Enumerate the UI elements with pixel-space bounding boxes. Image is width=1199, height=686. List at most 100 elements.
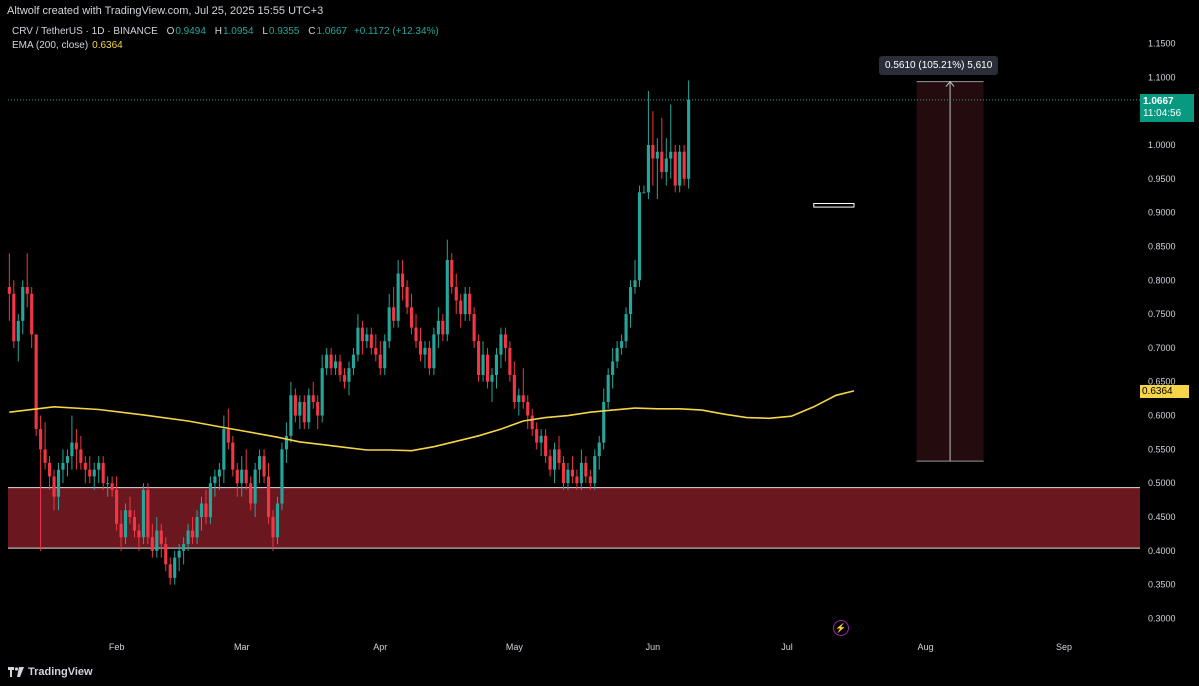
candle-body <box>65 456 70 463</box>
candle-body <box>602 402 606 443</box>
candle-body <box>535 429 539 443</box>
candle-body <box>579 462 583 484</box>
candle-body <box>177 550 181 558</box>
candle-body <box>499 334 503 355</box>
candle-body <box>387 307 391 342</box>
x-tick-label: Jul <box>781 642 793 652</box>
lightning-icon[interactable]: ⚡ <box>833 620 849 636</box>
candle-body <box>253 469 257 504</box>
candle-body <box>7 287 11 294</box>
candle-body <box>360 327 364 342</box>
candle-body <box>155 530 159 551</box>
candle-body <box>52 476 56 497</box>
candle-body <box>423 347 427 355</box>
ema-label: EMA (200, close) <box>12 40 89 51</box>
brand-footer[interactable]: TradingView <box>8 666 93 678</box>
candle-body <box>664 158 668 173</box>
y-tick-label: 1.0000 <box>1148 140 1176 150</box>
y-tick-label: 1.1500 <box>1148 39 1176 49</box>
candle-body <box>409 307 414 328</box>
candle-body <box>463 293 467 315</box>
candle-body <box>597 442 601 457</box>
x-tick-label: Jun <box>646 642 661 652</box>
candle-body <box>526 402 530 416</box>
candle-body <box>611 361 615 375</box>
candle-body <box>79 449 83 463</box>
candle-body <box>262 456 266 477</box>
candle-body <box>383 341 387 369</box>
candle-body <box>454 287 458 301</box>
y-tick-label: 0.3000 <box>1148 613 1176 623</box>
candle-body <box>235 469 239 484</box>
candle-body <box>30 293 34 335</box>
ema-legend[interactable]: EMA (200, close) 0.6364 <box>12 40 123 51</box>
candle-body <box>132 517 137 531</box>
measure-label: 0.5610 (105.21%) 5,610 <box>879 56 999 75</box>
candle-body <box>137 530 141 538</box>
symbol-name[interactable]: CRV / TetherUS · 1D · BINANCE <box>12 26 158 37</box>
close-value: 1.0667 <box>316 26 348 37</box>
candle-body <box>298 402 302 416</box>
y-tick-label: 0.7500 <box>1148 309 1176 319</box>
candle-body <box>325 354 329 369</box>
candle-body <box>284 435 288 450</box>
candle-body <box>289 395 293 436</box>
candle-body <box>164 544 168 565</box>
candle-body <box>620 341 624 348</box>
candle-body <box>356 327 360 355</box>
candle-body <box>392 307 396 321</box>
y-tick-label: 0.7000 <box>1148 343 1176 353</box>
candle-body <box>445 259 449 335</box>
candle-body <box>374 347 378 355</box>
candle-body <box>396 273 400 321</box>
candle-body <box>548 456 552 470</box>
candle-body <box>168 564 172 578</box>
candle-body <box>199 503 204 518</box>
candle-body <box>329 354 333 369</box>
x-tick-label: Apr <box>373 642 387 652</box>
candle-body <box>682 151 686 179</box>
candle-body <box>347 368 351 382</box>
y-tick-label: 0.4000 <box>1148 546 1176 556</box>
support-zone <box>8 487 1140 549</box>
ema-price-badge: 0.6364 <box>1140 385 1189 398</box>
low-value: 0.9355 <box>268 26 300 37</box>
x-tick-label: Mar <box>234 642 250 652</box>
candle-body <box>159 530 163 545</box>
candle-body <box>673 151 677 186</box>
candle-body <box>244 469 248 484</box>
candle-body <box>12 293 16 342</box>
x-tick-label: Aug <box>917 642 933 652</box>
candle-body <box>186 530 190 545</box>
candle-body <box>570 469 574 477</box>
ema-200-line <box>9 390 855 452</box>
candle-body <box>633 280 637 288</box>
candle-body <box>637 192 642 281</box>
candle-body <box>477 341 481 375</box>
candle-body <box>231 442 235 470</box>
candle-body <box>222 429 226 470</box>
candle-body <box>213 476 217 484</box>
low-label: L <box>262 26 268 37</box>
candle-body <box>47 462 52 477</box>
candle-body <box>146 489 150 538</box>
candle-body <box>320 368 324 416</box>
candle-body <box>646 144 650 193</box>
y-tick-label: 0.9000 <box>1148 208 1176 218</box>
candle-body <box>258 456 262 470</box>
candle-body <box>624 314 628 342</box>
x-tick-label: Feb <box>109 642 125 652</box>
candle-body <box>432 334 436 369</box>
y-tick-label: 0.5500 <box>1148 444 1176 454</box>
candle-body <box>280 449 284 504</box>
candle-body <box>655 151 659 159</box>
candle-body <box>561 462 566 484</box>
candle-body <box>334 361 338 369</box>
candle-body <box>173 557 177 578</box>
y-tick-label: 0.6500 <box>1148 377 1176 387</box>
last-price-value: 1.0667 <box>1143 96 1174 107</box>
candle-body <box>141 489 145 538</box>
candle-body <box>39 429 43 450</box>
candle-body <box>182 544 186 551</box>
